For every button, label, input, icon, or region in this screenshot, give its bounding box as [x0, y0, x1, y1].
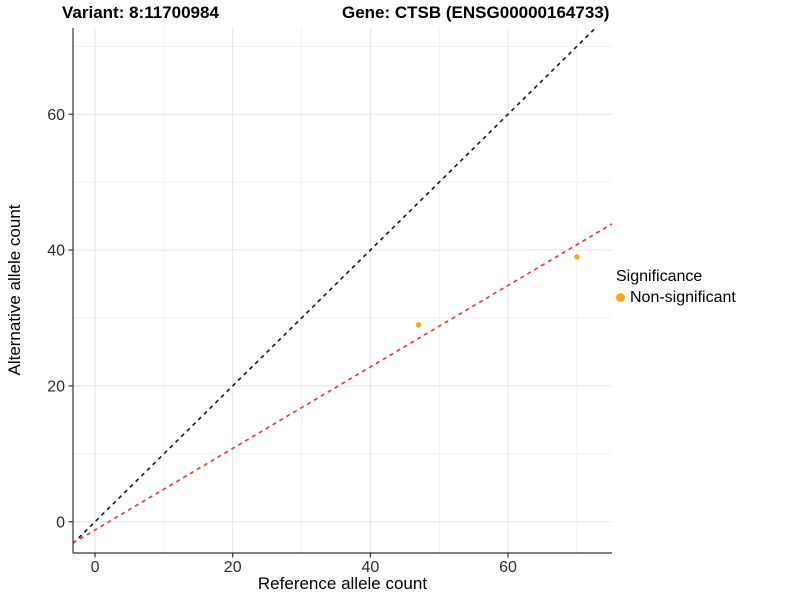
y-tick-label-0: 0 — [56, 514, 65, 531]
legend: Significance Non-significant — [616, 267, 736, 307]
x-tick-label-40: 40 — [361, 559, 379, 576]
x-tick-label-20: 20 — [224, 559, 242, 576]
legend-title: Significance — [616, 268, 703, 285]
y-axis-title: Alternative allele count — [5, 204, 24, 376]
x-axis-title: Reference allele count — [257, 574, 428, 593]
fit-line — [73, 223, 612, 544]
legend-item-non-significant: Non-significant — [616, 288, 736, 307]
data-point — [574, 254, 580, 260]
identity-line — [73, 28, 597, 545]
data-point — [415, 322, 422, 328]
y-tick-label-20: 20 — [47, 378, 65, 395]
y-tick-label-60: 60 — [47, 107, 65, 124]
legend-point-icon — [616, 293, 625, 302]
y-tick-label-40: 40 — [47, 243, 65, 260]
legend-item-label: Non-significant — [630, 289, 736, 306]
plot-title-gene: Gene: CTSB (ENSG00000164733) — [342, 3, 610, 22]
x-tick-label-60: 60 — [499, 559, 517, 576]
plot-title-variant: Variant: 8:11700984 — [62, 3, 219, 22]
x-tick-label-0: 0 — [91, 559, 100, 576]
